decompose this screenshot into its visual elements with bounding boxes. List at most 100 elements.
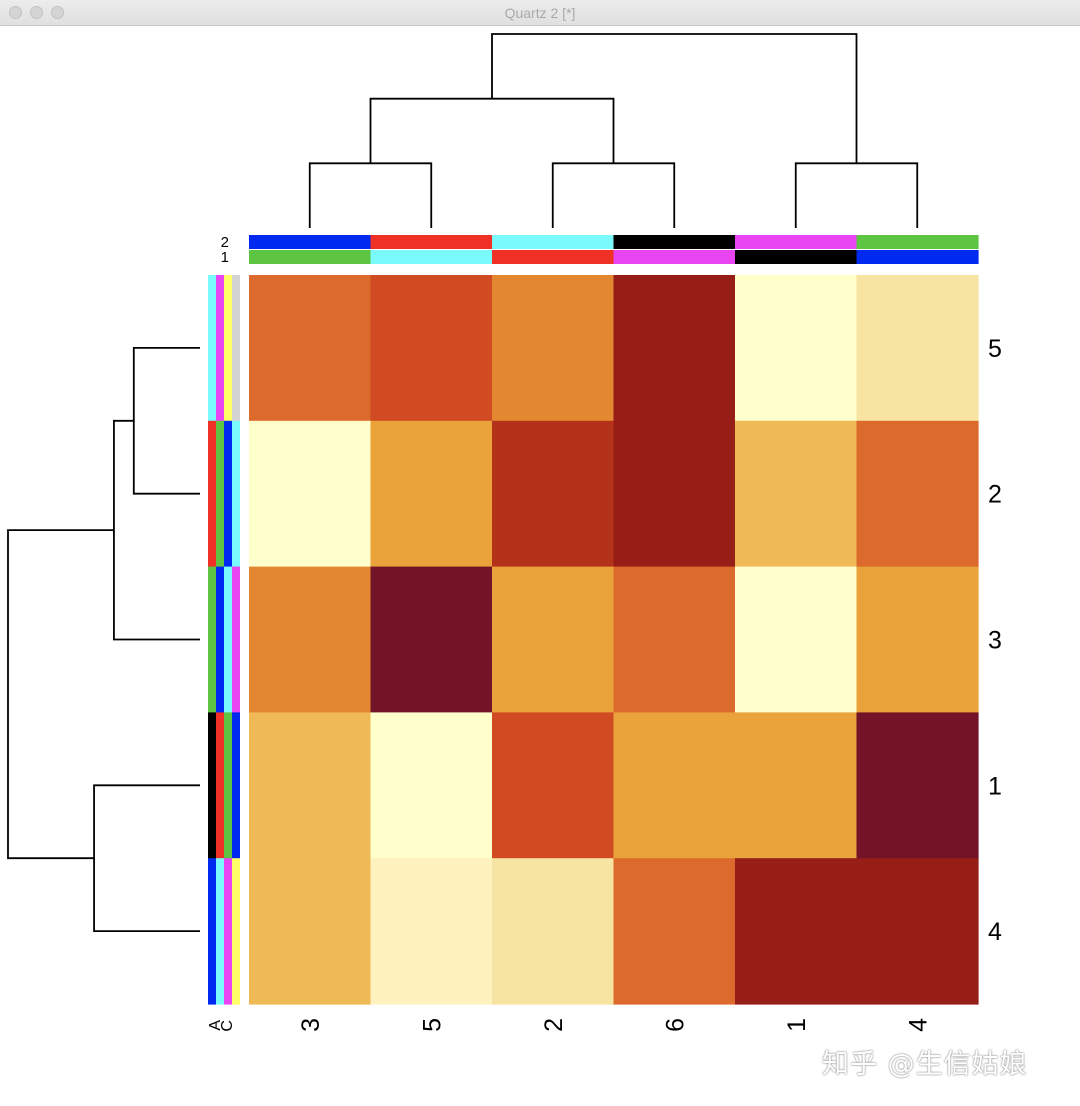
- row-dendrogram-branch: [93, 784, 200, 932]
- row-side-label: C: [219, 1020, 236, 1032]
- heatmap-cell: [856, 712, 979, 859]
- close-window-button[interactable]: [9, 6, 22, 19]
- column-side-color-bar: [613, 235, 736, 249]
- window-titlebar: Quartz 2 [*]: [0, 0, 1080, 26]
- row-side-color-bar: [208, 712, 216, 859]
- heatmap-cell: [249, 858, 372, 1005]
- row-side-color-bar: [232, 566, 240, 713]
- row-side-color-bar: [224, 566, 232, 713]
- heatmap-cell: [613, 858, 736, 1005]
- row-side-color-bar: [216, 858, 224, 1005]
- row-side-color-bar: [224, 420, 232, 568]
- column-label: 1: [783, 1018, 811, 1032]
- row-side-color-bar: [224, 275, 232, 422]
- column-side-colors: [249, 235, 979, 264]
- row-label: 1: [988, 772, 1002, 800]
- row-side-color-bar: [208, 858, 216, 1005]
- heatmap-cell: [492, 275, 615, 422]
- heatmap-cell: [856, 275, 979, 422]
- heatmap-cell: [492, 420, 615, 568]
- column-dendrogram-branch: [369, 97, 615, 164]
- column-side-color-bar: [370, 235, 493, 249]
- row-dendrogram-branch: [113, 419, 200, 641]
- heatmap-cell: [613, 275, 736, 422]
- column-side-color-bar: [370, 250, 493, 264]
- heatmap-cell: [735, 566, 858, 713]
- column-side-label: 2: [221, 234, 229, 251]
- window-title: Quartz 2 [*]: [504, 5, 576, 21]
- heatmap-cell: [735, 712, 858, 859]
- row-dendrogram-branch: [132, 347, 200, 495]
- row-side-color-bar: [208, 275, 216, 422]
- heatmap-cell: [370, 712, 493, 859]
- row-label: 5: [988, 335, 1002, 363]
- row-label: 4: [988, 918, 1002, 946]
- column-dendrogram-branch: [308, 162, 433, 228]
- row-side-color-bar: [232, 712, 240, 859]
- heatmap-cell: [856, 566, 979, 713]
- row-side-color-bar: [216, 275, 224, 422]
- row-side-colors: [208, 275, 240, 1005]
- row-side-color-bar: [224, 858, 232, 1005]
- heatmap-cell: [613, 420, 736, 568]
- heatmap-cell: [249, 420, 372, 568]
- minimize-window-button[interactable]: [30, 6, 43, 19]
- column-dendrogram-branch: [794, 162, 919, 228]
- row-side-color-bar: [216, 712, 224, 859]
- row-side-label: A: [207, 1020, 224, 1031]
- heatmap-cell: [249, 712, 372, 859]
- heatmap-cell: [492, 566, 615, 713]
- heatmap-cell: [249, 566, 372, 713]
- column-label: 2: [540, 1018, 568, 1032]
- heatmap-cell: [249, 275, 372, 422]
- row-side-color-bar: [208, 420, 216, 568]
- column-dendrogram-branch: [491, 33, 858, 164]
- heatmap-cell: [856, 420, 979, 568]
- column-label: 3: [297, 1018, 325, 1032]
- column-side-color-bar: [735, 235, 858, 249]
- column-label: 6: [661, 1018, 689, 1032]
- column-label: 5: [418, 1018, 446, 1032]
- heatmap-cell: [370, 858, 493, 1005]
- heatmap-cell: [856, 858, 979, 1005]
- row-dendrogram: [7, 347, 200, 932]
- row-dendrogram-branch: [7, 529, 114, 860]
- row-side-color-bar: [232, 420, 240, 568]
- row-labels: 5 2 3 1 4: [988, 335, 1002, 946]
- row-side-labels: AC: [207, 1020, 236, 1032]
- column-side-color-bar: [735, 250, 858, 264]
- row-side-color-bar: [224, 712, 232, 859]
- column-label: 4: [904, 1018, 932, 1032]
- row-side-color-bar: [216, 566, 224, 713]
- heatmap-cell: [735, 275, 858, 422]
- column-labels: 3 5 2 6 1 4: [297, 1018, 933, 1032]
- heatmap-cell: [735, 858, 858, 1005]
- heatmap-cell: [613, 712, 736, 859]
- heatmap-cell: [492, 712, 615, 859]
- row-side-color-bar: [216, 420, 224, 568]
- column-side-color-bar: [856, 235, 979, 249]
- column-side-color-bar: [856, 250, 979, 264]
- column-side-color-bar: [613, 250, 736, 264]
- row-side-color-bar: [232, 275, 240, 422]
- column-side-labels: 21: [221, 234, 229, 266]
- heatmap-cell: [735, 420, 858, 568]
- zoom-window-button[interactable]: [51, 6, 64, 19]
- heatmap-cell: [370, 566, 493, 713]
- row-side-color-bar: [208, 566, 216, 713]
- row-label: 3: [988, 627, 1002, 655]
- heatmap-cell: [613, 566, 736, 713]
- column-side-color-bar: [249, 235, 372, 249]
- column-dendrogram: [308, 33, 919, 228]
- heatmap-cell: [492, 858, 615, 1005]
- row-side-color-bar: [232, 858, 240, 1005]
- heatmap-cells: [249, 275, 979, 1005]
- column-side-color-bar: [492, 250, 615, 264]
- row-label: 2: [988, 481, 1002, 509]
- column-dendrogram-branch: [551, 162, 676, 228]
- heatmap-cell: [370, 275, 493, 422]
- column-side-color-bar: [249, 250, 372, 264]
- watermark-text: 知乎 @生信姑娘: [822, 1049, 1028, 1080]
- column-side-color-bar: [492, 235, 615, 249]
